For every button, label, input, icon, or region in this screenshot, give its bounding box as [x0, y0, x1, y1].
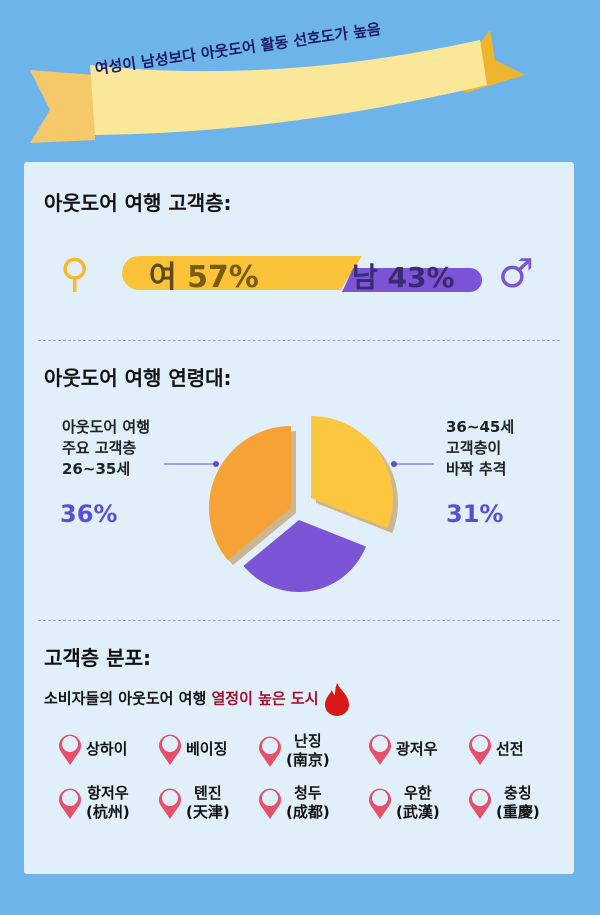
gender-bar: ⚲ 여 57% 남 43% ♂: [24, 250, 574, 300]
city-name: 광저우: [396, 740, 437, 759]
right-leader-dot: [391, 461, 397, 467]
city-name-line: 선전: [496, 739, 524, 758]
banner-ribbon: [30, 30, 525, 143]
city-name: 선전: [496, 740, 524, 759]
city-name-line: 난징: [294, 732, 322, 750]
city-item: 충칭 (重慶): [468, 784, 540, 822]
female-pct: 57%: [187, 260, 259, 295]
city-item: 광저우: [368, 732, 437, 766]
city-item: 상하이: [58, 732, 127, 766]
city-item: 난징 (南京): [258, 732, 330, 770]
city-item: 항저우 (杭州): [58, 784, 130, 822]
distribution-title: 고객층 분포:: [44, 646, 151, 670]
city-name: 항저우 (杭州): [86, 784, 130, 822]
age-right-text: 36~45세 고객층이 바짝 추격: [446, 417, 514, 480]
age-left-pct: 36%: [60, 500, 118, 528]
age-left-text: 아웃도어 여행 주요 고객층 26~35세: [62, 417, 150, 480]
text-line: 아웃도어 여행: [62, 418, 151, 436]
city-name-line: 청두: [294, 784, 322, 802]
map-pin-icon: [159, 734, 181, 765]
city-item: 우한 (武漢): [368, 784, 440, 822]
female-symbol-icon: ⚲: [60, 251, 90, 297]
text-line: 36~45세: [446, 418, 515, 436]
map-pin-icon: [59, 734, 81, 765]
left-leader-dot: [213, 461, 219, 467]
city-name: 톈진 (天津): [186, 784, 230, 822]
pie-slice: [243, 520, 366, 592]
female-text: 여: [149, 260, 177, 295]
map-pin-icon: [369, 788, 391, 819]
pie-slice: [209, 426, 291, 561]
map-pin-icon: [369, 734, 391, 765]
subtitle-highlight: 열정이 높은 도시: [211, 689, 319, 708]
age-right-pct: 31%: [446, 500, 504, 528]
age-pie-chart: [164, 416, 434, 592]
city-name: 베이징: [186, 740, 227, 759]
fire-icon: [324, 683, 349, 716]
city-name-line: (南京): [286, 751, 330, 769]
male-pct: 43%: [387, 261, 455, 294]
city-item: 베이징: [158, 732, 227, 766]
city-name-line: 상하이: [86, 739, 128, 758]
city-name-line: (天津): [186, 803, 230, 821]
city-item: 청두 (成都): [258, 784, 330, 822]
map-pin-icon: [259, 736, 281, 767]
male-symbol-icon: ♂: [498, 251, 534, 297]
city-name-line: 톈진: [194, 784, 222, 802]
map-pin-icon: [259, 788, 281, 819]
map-pin-icon: [159, 788, 181, 819]
pie-slice: [311, 416, 393, 529]
text-line: 고객층이: [446, 439, 502, 457]
gender-title: 아웃도어 여행 고객층:: [44, 191, 232, 215]
male-label: 남 43%: [352, 256, 455, 296]
divider: [38, 620, 560, 621]
text-line: 주요 고객층: [62, 439, 137, 457]
city-name-line: 우한: [404, 784, 432, 802]
city-name-line: (重慶): [496, 803, 540, 821]
text-line: 26~35세: [62, 460, 131, 478]
female-bar: [122, 256, 362, 290]
city-name: 청두 (成都): [286, 784, 330, 822]
map-pin-icon: [59, 788, 81, 819]
map-pin-icon: [469, 734, 491, 765]
city-name: 충칭 (重慶): [496, 784, 540, 822]
city-name-line: (武漢): [396, 803, 440, 821]
age-title: 아웃도어 여행 연령대:: [44, 366, 232, 390]
city-name-line: 베이징: [186, 739, 228, 758]
city-name: 상하이: [86, 740, 127, 759]
city-name-line: (杭州): [86, 803, 130, 821]
city-name-line: 항저우: [87, 784, 129, 802]
text-line: 바짝 추격: [446, 460, 507, 478]
city-item: 선전: [468, 732, 524, 766]
city-item: 톈진 (天津): [158, 784, 230, 822]
map-pin-icon: [469, 788, 491, 819]
city-name-line: 충칭: [504, 784, 532, 802]
city-name-line: (成都): [286, 803, 330, 821]
male-text: 남: [352, 261, 378, 294]
female-label: 여 57%: [149, 252, 259, 296]
subtitle-text: 소비자들의 아웃도어 여행: [44, 689, 212, 708]
city-name: 우한 (武漢): [396, 784, 440, 822]
infographic-card: 아웃도어 여행 고객층: ⚲ 여 57% 남 43% ♂ 아웃도어 여행 연령대…: [24, 162, 574, 874]
city-name-line: 광저우: [396, 739, 438, 758]
distribution-subtitle: 소비자들의 아웃도어 여행 열정이 높은 도시: [44, 682, 350, 716]
city-name: 난징 (南京): [286, 732, 330, 770]
male-bar: [342, 268, 482, 292]
divider: [38, 340, 560, 341]
